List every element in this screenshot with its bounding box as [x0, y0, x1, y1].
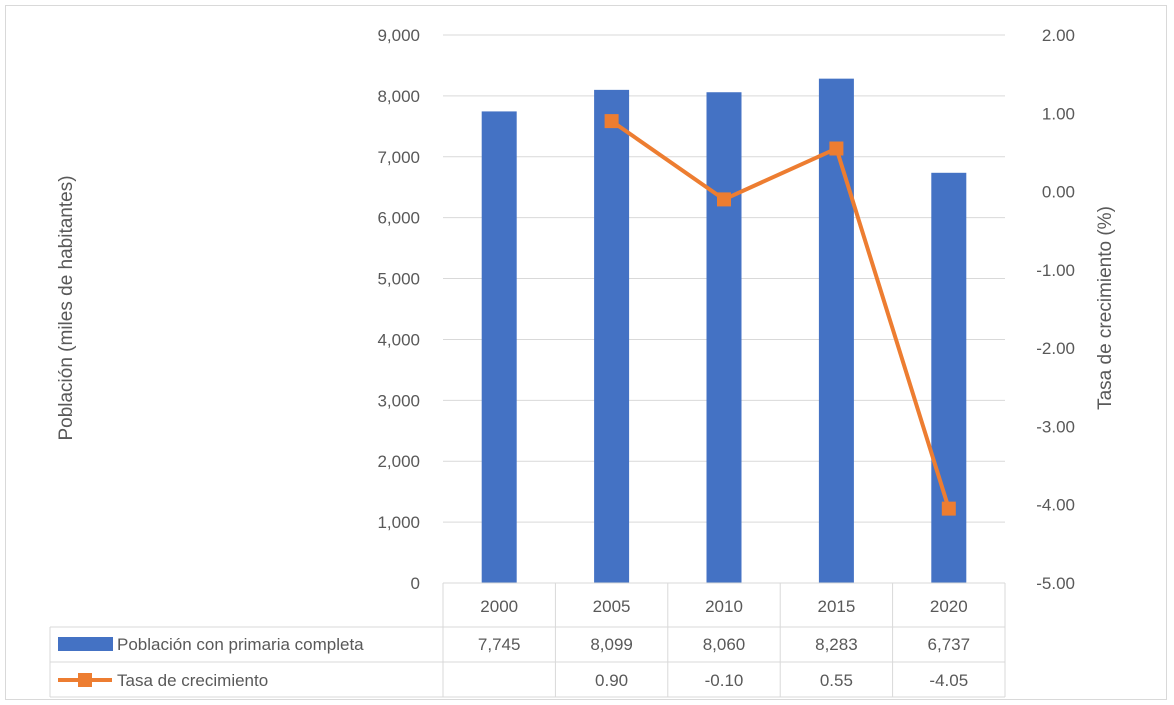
- bar: [481, 111, 517, 583]
- y-tick-label: 9,000: [377, 26, 420, 45]
- table-cell: -4.05: [929, 671, 968, 690]
- legend-key-marker: [78, 673, 92, 687]
- y-tick-label: 1,000: [377, 513, 420, 532]
- axes: 0 1,000 2,000 3,000 4,000 5,000 6,000 7,000 8,00…: [377, 26, 1075, 593]
- table-cell: 7,745: [478, 635, 521, 654]
- bar: [931, 172, 967, 583]
- y2-tick-label: -4.00: [1036, 496, 1075, 515]
- legend-label-line: Tasa de crecimiento: [117, 671, 268, 690]
- bars: [481, 78, 967, 583]
- y2-tick-label: -5.00: [1036, 574, 1075, 593]
- table-cell: 8,099: [590, 635, 633, 654]
- table-cell: 0.55: [820, 671, 853, 690]
- growth-line-path: [610, 119, 951, 510]
- line-marker: [829, 141, 844, 156]
- y2-axis-title: Tasa de crecimiento (%): [1095, 206, 1116, 410]
- bar: [594, 89, 630, 583]
- table-cell: 0.90: [595, 671, 628, 690]
- y-tick-label: 4,000: [377, 330, 420, 349]
- y2-tick-label: -3.00: [1036, 417, 1075, 436]
- line-marker: [941, 501, 956, 516]
- y-tick-label: 6,000: [377, 209, 420, 228]
- bar: [818, 78, 854, 583]
- x-tick-label: 2015: [817, 597, 855, 616]
- y-tick-label: 3,000: [377, 391, 420, 410]
- y2-tick-label: -1.00: [1036, 261, 1075, 280]
- y-tick-label: 7,000: [377, 148, 420, 167]
- chart-frame: [5, 5, 1167, 700]
- legend-key-bar: [58, 637, 113, 651]
- y2-tick-label: -2.00: [1036, 339, 1075, 358]
- line-marker: [604, 114, 619, 129]
- x-tick-label: 2000: [480, 597, 518, 616]
- legend-label-bar: Población con primaria completa: [117, 635, 364, 654]
- x-tick-label: 2005: [593, 597, 631, 616]
- growth-line: [604, 114, 956, 516]
- table-cell: 8,283: [815, 635, 858, 654]
- y2-tick-label: 2.00: [1042, 26, 1075, 45]
- y2-tick-label: 0.00: [1042, 183, 1075, 202]
- x-tick-label: 2020: [930, 597, 968, 616]
- y-tick-label: 0: [411, 574, 420, 593]
- y-tick-label: 5,000: [377, 270, 420, 289]
- y2-tick-label: 1.00: [1042, 104, 1075, 123]
- y-tick-label: 8,000: [377, 87, 420, 106]
- table-cell: 8,060: [703, 635, 746, 654]
- table-cell: 6,737: [928, 635, 971, 654]
- bar: [706, 92, 742, 583]
- table-cell: -0.10: [705, 671, 744, 690]
- data-table: 2000 2005 2010 2015 2020 Población con primar…: [49, 582, 1006, 698]
- x-tick-label: 2010: [705, 597, 743, 616]
- y-tick-label: 2,000: [377, 452, 420, 471]
- line-marker: [717, 192, 731, 207]
- y-axis-title: Población (miles de habitantes): [56, 175, 77, 440]
